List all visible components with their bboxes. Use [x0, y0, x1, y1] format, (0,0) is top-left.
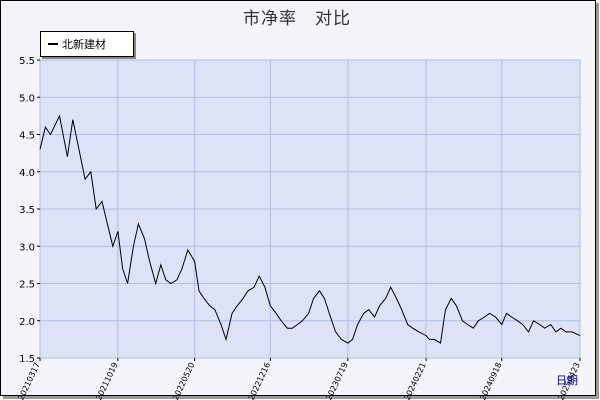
grid-lines	[39, 59, 581, 359]
y-tick-label: 5.5	[19, 56, 35, 67]
legend-swatch	[48, 43, 58, 45]
x-axis: 20210317 20211019 20220520 20221216 20230719…	[16, 358, 582, 400]
x-tick-label: 20221216	[247, 361, 272, 400]
y-tick-label: 2.0	[19, 317, 35, 328]
y-tick-label: 5.0	[19, 93, 35, 104]
x-tick-label: 20220520	[171, 361, 196, 400]
y-tick-label: 3.0	[19, 242, 35, 253]
y-tick-label: 4.5	[19, 131, 35, 142]
y-axis: 1.5 2.0 2.5 3.0 3.5 4.0 4.5 5.0 5.5	[19, 56, 40, 365]
x-axis-label: 日期	[556, 374, 578, 387]
x-tick-label: 20230719	[324, 361, 349, 400]
legend-label: 北新建材	[62, 38, 106, 51]
y-tick-label: 3.5	[19, 205, 35, 216]
x-tick-label: 20240221	[403, 361, 428, 400]
legend: 北新建材	[40, 31, 134, 57]
y-tick-label: 2.5	[19, 280, 35, 291]
y-tick-label: 4.0	[19, 168, 35, 179]
chart-title: 市净率 对比	[243, 9, 351, 29]
x-tick-label: 20210317	[16, 361, 41, 400]
series-line-beixin	[39, 114, 581, 344]
x-tick-label: 20211019	[94, 361, 119, 400]
y-tick-label: 1.5	[19, 354, 35, 365]
x-tick-label: 20240918	[478, 361, 503, 400]
